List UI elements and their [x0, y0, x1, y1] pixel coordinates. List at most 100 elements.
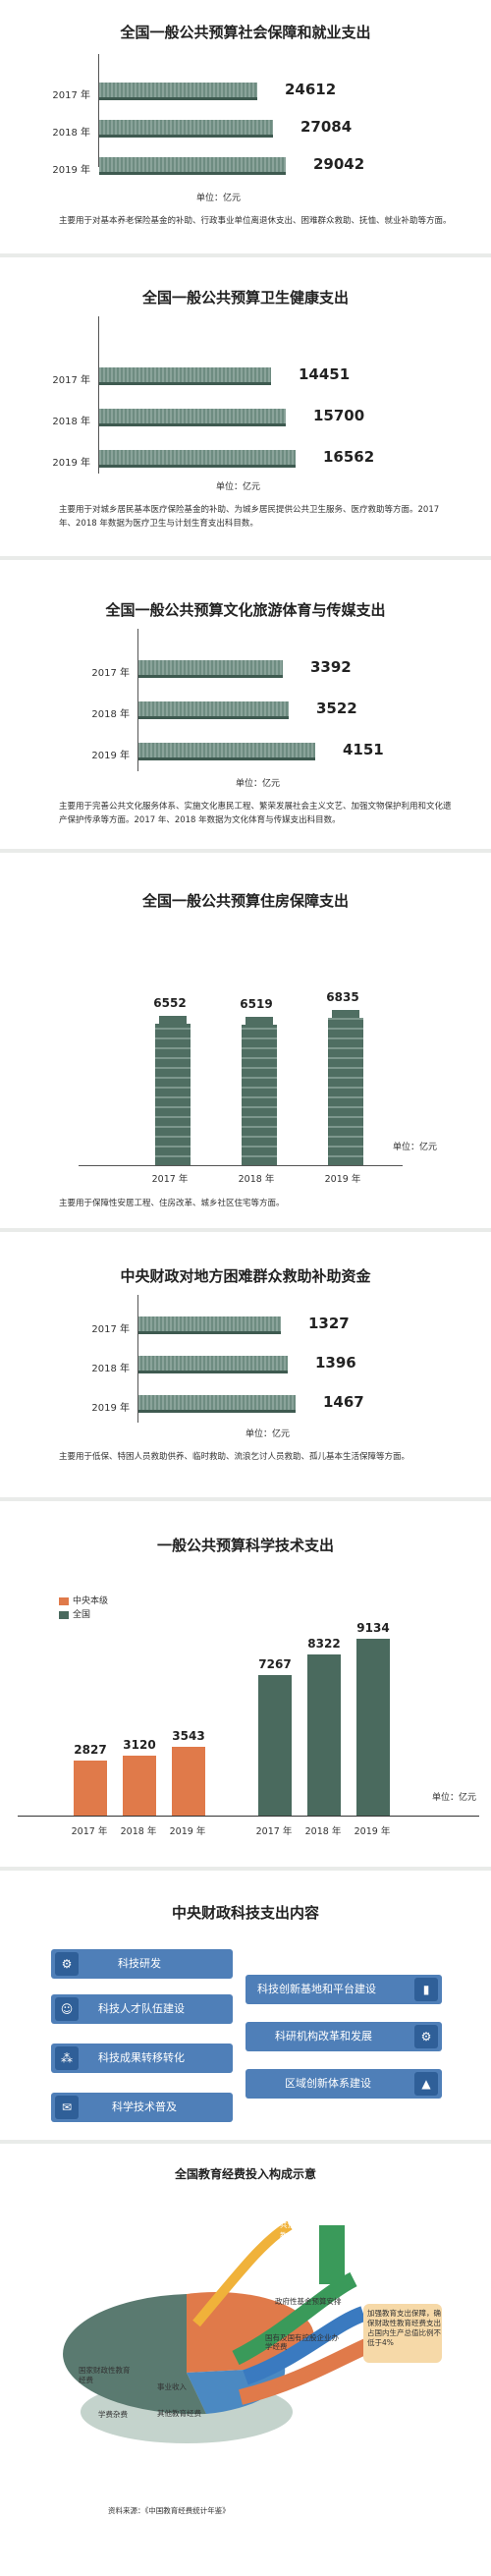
chart-4-unit: 单位：亿元: [393, 1143, 438, 1152]
network-icon: ⁂: [55, 2046, 79, 2070]
chart-5-value-1: 1396: [315, 1354, 356, 1372]
chart-3-label-1: 2018 年: [91, 709, 130, 720]
edu-pie-label-2: 学费杂费: [98, 2410, 128, 2419]
divider: [0, 253, 491, 257]
edu-title: 全国教育经费投入构成示意: [174, 2167, 316, 2181]
chart-6-legend-1: 全国: [59, 1607, 90, 1620]
chart-2-axis: [98, 316, 99, 474]
chart-3-bar-1: [138, 701, 289, 719]
arrow-3: [239, 2335, 377, 2405]
chart-3-value-2: 4151: [343, 741, 384, 758]
chart-6-value-0-0: 2827: [74, 1743, 107, 1757]
chart-1-bar-1: [99, 120, 273, 138]
arrow-0: [192, 2220, 293, 2327]
arrow-head-green: [319, 2225, 345, 2284]
chart-2-bar-1: [99, 409, 286, 426]
chart-3-value-0: 3392: [310, 658, 352, 676]
chart-6-o-label-1: 2018 年: [120, 1826, 157, 1837]
chart-6-unit: 单位：亿元: [432, 1793, 477, 1803]
chart-4-roof-0: [159, 1016, 187, 1024]
chart-1-label-0: 2017 年: [52, 90, 90, 101]
chart-3-unit: 单位：亿元: [236, 779, 281, 789]
edu-pie-label-0: 国家财政性教育经费: [79, 2366, 131, 2384]
chart-6-bar-1-1: [307, 1654, 341, 1816]
chart-6-value-0-1: 3120: [123, 1738, 156, 1752]
chart-4-note: 主要用于保障性安居工程、住房改革、城乡社区住宅等方面。: [59, 1199, 285, 1208]
chart-6-g-label-0: 2017 年: [255, 1826, 293, 1837]
chart-6-g-label-2: 2019 年: [354, 1826, 391, 1837]
chart-1-note: 主要用于对基本养老保险基金的补助、行政事业单位离退休支出、困难群众救助、抚恤、就…: [59, 216, 452, 226]
chart-4-building-1: [242, 1025, 277, 1165]
chart-4-building-2: [328, 1018, 363, 1165]
divider: [0, 1228, 491, 1232]
edu-arrow-label-2: 国有及国有控股企业办学经费: [265, 2333, 339, 2351]
chart-5-label-1: 2018 年: [91, 1364, 130, 1374]
chart-6-bar-0-2: [172, 1747, 205, 1816]
chart-2-value-0: 14451: [299, 365, 351, 383]
chart-6-legend-0: 中央本级: [59, 1594, 108, 1606]
chart-2-value-1: 15700: [313, 407, 365, 424]
chart-1-label-2: 2019 年: [52, 165, 90, 176]
chart-4-label-0: 2017 年: [151, 1174, 189, 1185]
edu-pie-label-1: 事业收入: [157, 2382, 187, 2391]
pie-slice-0: [63, 2294, 207, 2415]
edu-note-box: [363, 2304, 442, 2363]
chart-1-bar-2: [99, 157, 286, 175]
tech-tile-right-1: 科研机构改革和发展 ⚙: [246, 2022, 442, 2051]
chart-4-value-1: 6519: [240, 997, 273, 1011]
chart-6-value-0-2: 3543: [172, 1729, 205, 1743]
divider: [0, 1497, 491, 1501]
chart-3-bar-2: [138, 743, 315, 760]
chart-6-o-label-2: 2019 年: [169, 1826, 206, 1837]
chart-3-title: 全国一般公共预算文化旅游体育与传媒支出: [105, 601, 386, 619]
chart-3-label-0: 2017 年: [91, 668, 130, 679]
chart-1-label-1: 2018 年: [52, 128, 90, 139]
bar-chart-icon: ▮: [414, 1978, 438, 2001]
chart-5-value-0: 1327: [308, 1315, 350, 1332]
chart-4-label-1: 2018 年: [238, 1174, 275, 1185]
divider: [0, 556, 491, 560]
chart-5-title: 中央财政对地方困难群众救助补助资金: [120, 1267, 371, 1285]
chart-2-label-0: 2017 年: [52, 375, 90, 386]
tech-tile-left-1: ☺ 科技人才队伍建设: [51, 1994, 233, 2024]
tech-tile-left-3: ✉ 科学技术普及: [51, 2093, 233, 2122]
chart-6-baseline: [18, 1816, 479, 1817]
chart-1-value-2: 29042: [313, 155, 365, 173]
chart-2-title: 全国一般公共预算卫生健康支出: [141, 289, 349, 307]
chart-4-roof-1: [246, 1017, 273, 1025]
chart-2-unit: 单位：亿元: [216, 482, 261, 492]
chart-2-bar-0: [99, 367, 271, 385]
chart-6-value-1-0: 7267: [258, 1657, 292, 1671]
chart-4-label-2: 2019 年: [324, 1174, 361, 1185]
gear-icon: ⚙: [414, 2025, 438, 2048]
tech-title: 中央财政科技支出内容: [171, 1904, 319, 1922]
chart-4-roof-2: [332, 1010, 359, 1018]
edu-note: 加强教育支出保障，确保财政性教育经费支出占国内生产总值比例不低于4%: [367, 2309, 441, 2347]
chart-4-value-0: 6552: [153, 996, 187, 1010]
chart-5-label-2: 2019 年: [91, 1403, 130, 1414]
chart-1-value-0: 24612: [285, 81, 337, 98]
chart-6-o-label-0: 2017 年: [71, 1826, 108, 1837]
chart-2-bar-2: [99, 450, 296, 468]
chart-1-axis: [98, 54, 99, 167]
chart-3-label-2: 2019 年: [91, 751, 130, 761]
edu-arrow-label-0: 一般公共预算教育支出: [280, 2210, 302, 2251]
chart-5-unit: 单位：亿元: [246, 1429, 291, 1439]
chart-5-bar-1: [138, 1356, 288, 1373]
edu-pie-label-3: 其他教育经费: [157, 2409, 201, 2418]
chart-5-bar-0: [138, 1316, 281, 1334]
chart-1-unit: 单位：亿元: [196, 194, 242, 203]
arrow-2: [243, 2306, 366, 2385]
edu-diagram: [63, 2220, 442, 2443]
chart-6-bar-0-1: [123, 1756, 156, 1816]
chart-3-bar-0: [138, 660, 283, 678]
chart-4-title: 全国一般公共预算住房保障支出: [141, 892, 349, 910]
chart-1-title: 全国一般公共预算社会保障和就业支出: [120, 24, 371, 41]
chart-6-value-1-2: 9134: [356, 1621, 390, 1635]
tech-tile-left-0: ⚙ 科技研发: [51, 1949, 233, 1979]
mountain-icon: ▲: [414, 2072, 438, 2096]
divider: [0, 2140, 491, 2144]
chart-4-baseline: [79, 1165, 403, 1166]
tech-tile-right-0: 科技创新基地和平台建设 ▮: [246, 1975, 442, 2004]
chart-3-axis: [137, 629, 138, 771]
